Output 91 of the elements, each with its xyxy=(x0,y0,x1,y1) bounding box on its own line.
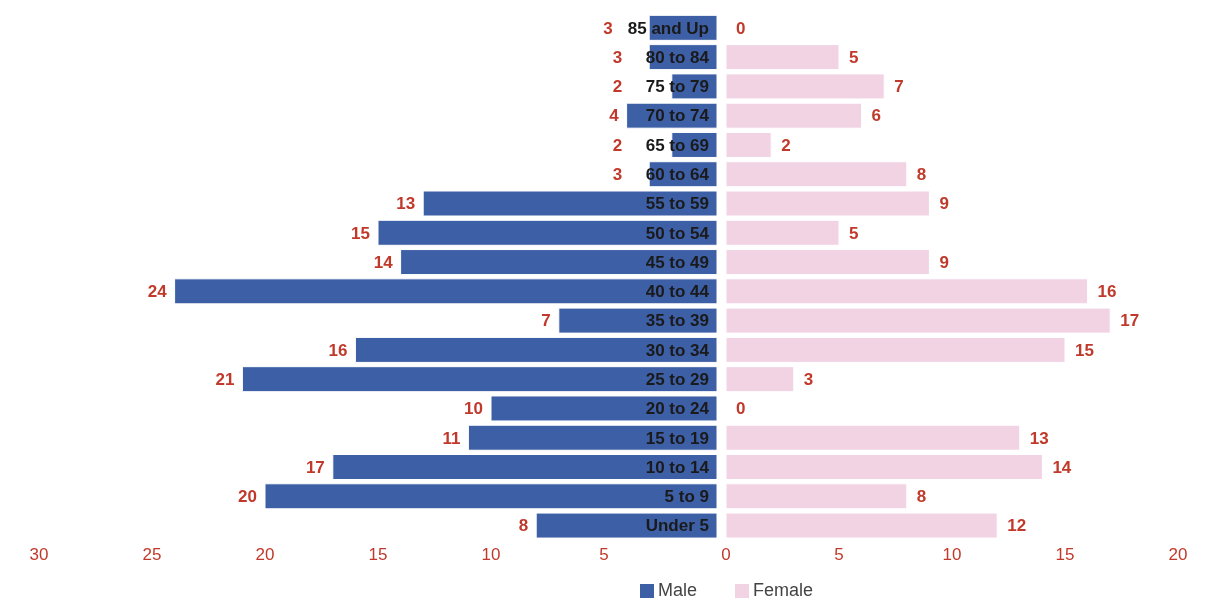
x-tick-label: 30 xyxy=(29,545,49,565)
data-label: 8 xyxy=(916,165,927,185)
bar xyxy=(726,102,863,129)
data-label: 8 xyxy=(518,516,529,536)
data-label: 0 xyxy=(736,18,746,38)
y-tick-label: 10 to 14 xyxy=(645,457,710,477)
data-label: 5 xyxy=(849,47,859,67)
data-label: 3 xyxy=(612,165,623,185)
bar xyxy=(726,278,1089,305)
y-tick-label: 5 to 9 xyxy=(664,487,709,507)
bar xyxy=(354,336,717,363)
data-label: 6 xyxy=(871,106,882,126)
data-label: 24 xyxy=(147,282,168,302)
data-label: 0 xyxy=(736,399,746,419)
bar xyxy=(726,73,885,100)
y-tick-label: 20 to 24 xyxy=(645,399,710,419)
data-label: 17 xyxy=(1120,311,1140,331)
x-tick-label: 15 xyxy=(368,545,388,565)
data-label: 2 xyxy=(781,135,791,155)
data-label: 3 xyxy=(612,47,623,67)
x-tick-label: 0 xyxy=(721,545,731,565)
data-label: 9 xyxy=(939,252,949,272)
data-label: 3 xyxy=(803,369,814,389)
data-label: 13 xyxy=(1029,428,1049,448)
data-label: 11 xyxy=(442,428,461,448)
data-label: 5 xyxy=(849,223,859,243)
data-label: 16 xyxy=(1097,282,1117,302)
x-tick-label: 15 xyxy=(1055,545,1075,565)
data-label: 20 xyxy=(238,487,257,507)
bar xyxy=(726,366,795,393)
bar xyxy=(535,512,717,539)
bar xyxy=(726,219,840,246)
x-tick-label: 5 xyxy=(599,545,609,565)
bar xyxy=(422,190,717,217)
data-label: 12 xyxy=(1007,516,1027,536)
data-label: 21 xyxy=(215,369,235,389)
x-tick-label: 10 xyxy=(942,545,962,565)
x-tick-label: 20 xyxy=(1168,545,1188,565)
bar xyxy=(726,190,930,217)
x-tick-label: 20 xyxy=(255,545,275,565)
y-tick-label: 50 to 54 xyxy=(645,223,710,243)
bar xyxy=(726,131,772,158)
bar xyxy=(726,483,908,510)
bar xyxy=(726,161,908,188)
legend-label: Male xyxy=(657,580,697,600)
bar xyxy=(726,512,998,539)
data-label: 2 xyxy=(612,135,623,155)
x-tick-label: 5 xyxy=(834,545,844,565)
bar xyxy=(400,249,717,276)
bar xyxy=(726,307,1111,334)
bar xyxy=(241,366,717,393)
y-tick-label: 45 to 49 xyxy=(645,252,709,272)
data-label: 4 xyxy=(609,106,620,126)
y-tick-label: 85 and Up xyxy=(627,18,709,38)
y-tick-label: 30 to 34 xyxy=(645,340,710,360)
data-label: 14 xyxy=(373,252,394,272)
data-label: 7 xyxy=(541,311,551,331)
bar xyxy=(264,483,717,510)
y-tick-label: 25 to 29 xyxy=(645,369,709,389)
y-tick-label: 40 to 44 xyxy=(645,282,710,302)
data-label: 13 xyxy=(396,194,416,214)
x-tick-label: 10 xyxy=(481,545,501,565)
y-tick-label: 15 to 19 xyxy=(645,428,709,448)
bar xyxy=(332,454,717,481)
data-label: 8 xyxy=(916,487,927,507)
data-label: 7 xyxy=(894,77,904,97)
data-label: 15 xyxy=(351,223,370,243)
y-tick-label: 35 to 39 xyxy=(645,311,709,331)
bar xyxy=(558,307,717,334)
data-label: 3 xyxy=(603,18,613,38)
data-label: 10 xyxy=(464,399,483,419)
bar xyxy=(467,424,717,451)
bar xyxy=(490,395,717,422)
legend-label: Female xyxy=(753,580,814,600)
data-label: 17 xyxy=(305,457,325,477)
y-tick-label: 70 to 74 xyxy=(645,106,710,126)
data-label: 15 xyxy=(1075,340,1094,360)
bar xyxy=(726,336,1066,363)
bar xyxy=(726,44,840,71)
data-label: 16 xyxy=(328,340,348,360)
bar xyxy=(377,219,717,246)
y-tick-label: 55 to 59 xyxy=(645,194,709,214)
data-label: 9 xyxy=(939,194,949,214)
y-tick-label: Under 5 xyxy=(645,516,709,536)
bar xyxy=(726,454,1043,481)
bar xyxy=(174,278,717,305)
data-label: 14 xyxy=(1052,457,1072,477)
x-tick-label: 25 xyxy=(142,545,162,565)
data-label: 2 xyxy=(612,77,623,97)
bar xyxy=(726,424,1021,451)
bar xyxy=(726,249,930,276)
